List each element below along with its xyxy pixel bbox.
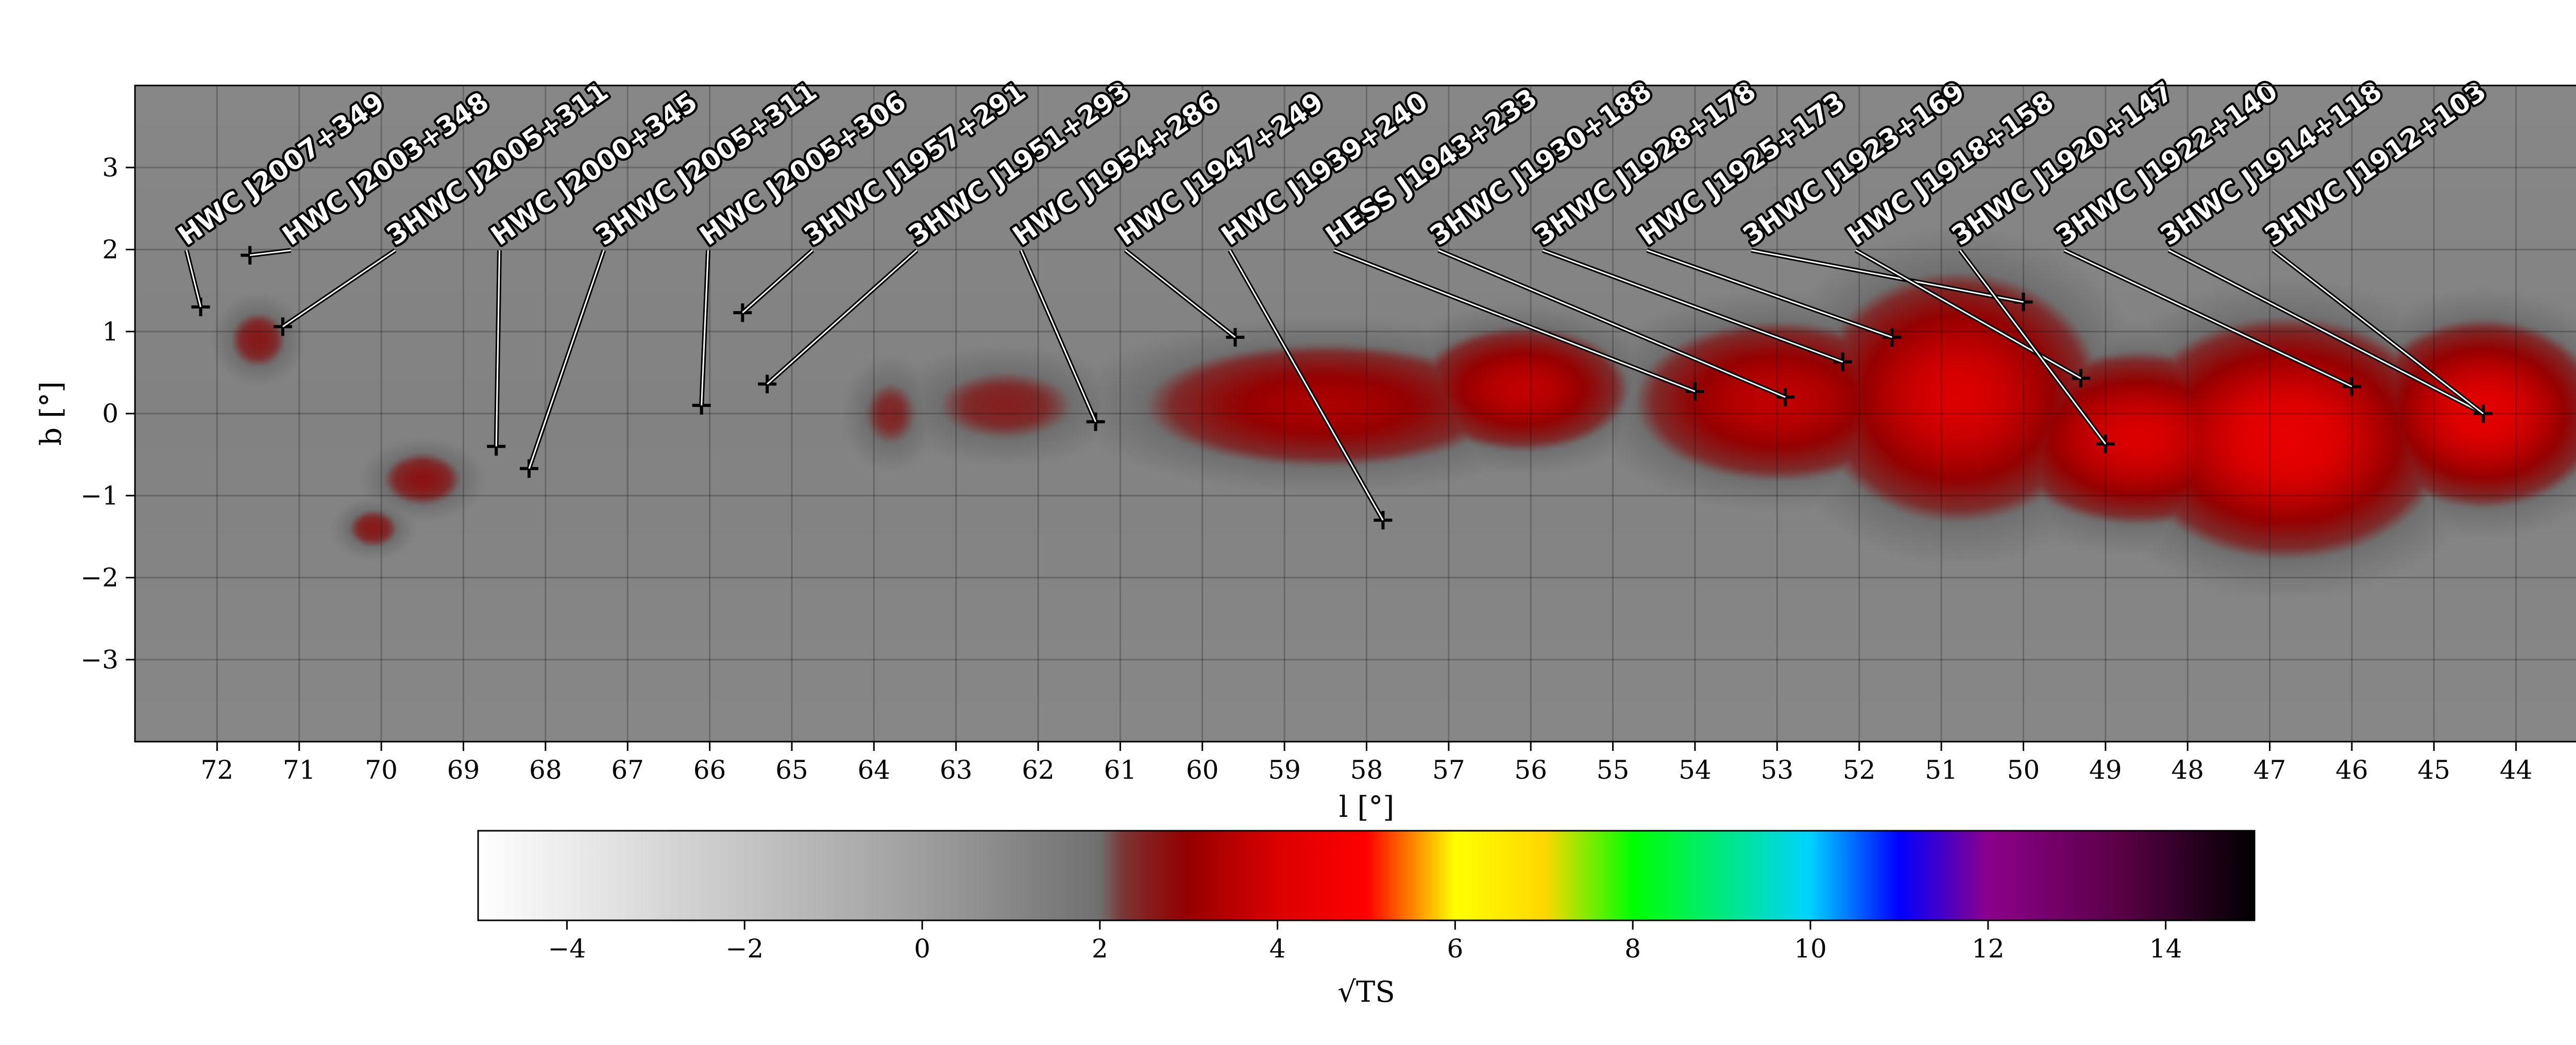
x-tick-label: 70 bbox=[365, 755, 398, 785]
x-tick-label: 53 bbox=[1761, 755, 1794, 785]
colorbar-tick-label: 10 bbox=[1794, 934, 1827, 964]
x-tick-label: 45 bbox=[2417, 755, 2450, 785]
leader-line bbox=[249, 249, 291, 256]
colorbar-tick-label: 6 bbox=[1447, 934, 1463, 964]
leader-line bbox=[185, 250, 201, 307]
leader-line bbox=[1229, 250, 1384, 521]
colorbar-tick-label: 2 bbox=[1092, 934, 1108, 964]
leader-line bbox=[282, 249, 396, 328]
grid-lines bbox=[135, 85, 2576, 742]
x-tick-label: 72 bbox=[201, 755, 234, 785]
x-tick-label: 49 bbox=[2089, 755, 2122, 785]
x-tick-label: 66 bbox=[693, 755, 726, 785]
x-axis-ticks: 72 71 70 69 68 67 66 65 64 63 62 61 60 59 58 57 56 55 54 53… bbox=[201, 742, 2533, 785]
x-tick-label: 46 bbox=[2335, 755, 2368, 785]
heatmap-image bbox=[135, 85, 2576, 742]
colorbar-ticks: −4 −2 0 2 4 6 8 10 12 14 bbox=[548, 920, 2182, 964]
leader-line bbox=[1959, 250, 2106, 444]
leader-line bbox=[701, 250, 709, 406]
x-tick-label: 54 bbox=[1679, 755, 1711, 785]
x-tick-label: 59 bbox=[1268, 755, 1301, 785]
colorbar-tick-label: 0 bbox=[914, 934, 930, 964]
x-tick-label: 50 bbox=[2007, 755, 2040, 785]
leader-line bbox=[528, 250, 605, 469]
leader-line bbox=[767, 249, 918, 385]
heatmap-background bbox=[135, 85, 2576, 742]
leader-line bbox=[2273, 249, 2484, 415]
leader-line bbox=[1542, 249, 1843, 363]
colorbar-tick-label: −4 bbox=[548, 934, 586, 964]
y-tick-label: 2 bbox=[102, 235, 118, 265]
leader-line bbox=[1020, 250, 1096, 422]
colorbar bbox=[477, 830, 2256, 921]
x-tick-label: 71 bbox=[283, 755, 316, 785]
colorbar-tick-label: 4 bbox=[1269, 934, 1286, 964]
leader-line bbox=[1647, 249, 1892, 338]
x-axis-label: l [°] bbox=[1339, 791, 1394, 824]
x-tick-label: 60 bbox=[1186, 755, 1219, 785]
leader-line bbox=[2168, 249, 2484, 415]
colorbar-label: √TS bbox=[1337, 975, 1395, 1009]
x-tick-label: 51 bbox=[1925, 755, 1958, 785]
colorbar-tick-label: 12 bbox=[1972, 934, 2005, 964]
label-leader-lines bbox=[184, 248, 2485, 522]
leader-line bbox=[1125, 249, 1236, 338]
colorbar-tick-label: 14 bbox=[2149, 934, 2182, 964]
x-tick-label: 52 bbox=[1843, 755, 1876, 785]
x-tick-label: 58 bbox=[1350, 755, 1383, 785]
x-tick-label: 55 bbox=[1597, 755, 1630, 785]
x-tick-label: 56 bbox=[1514, 755, 1547, 785]
leader-line bbox=[1438, 249, 1786, 398]
y-tick-label: −2 bbox=[80, 563, 118, 593]
leader-line bbox=[1333, 249, 1696, 392]
x-tick-label: 57 bbox=[1432, 755, 1465, 785]
x-tick-label: 67 bbox=[611, 755, 644, 785]
x-tick-label: 69 bbox=[447, 755, 480, 785]
leader-line bbox=[2064, 249, 2352, 387]
x-tick-label: 47 bbox=[2253, 755, 2286, 785]
x-tick-label: 48 bbox=[2171, 755, 2204, 785]
y-axis-label: b [°] bbox=[35, 381, 68, 446]
x-tick-label: 65 bbox=[775, 755, 808, 785]
x-tick-label: 44 bbox=[2500, 755, 2533, 785]
leader-line bbox=[495, 250, 500, 447]
y-axis-ticks: 3 2 1 0 −1 −2 −3 bbox=[80, 152, 135, 675]
y-tick-label: 0 bbox=[102, 399, 118, 429]
y-tick-label: 1 bbox=[102, 317, 118, 347]
y-tick-label: 3 bbox=[102, 152, 118, 182]
x-tick-label: 64 bbox=[857, 755, 890, 785]
x-tick-label: 63 bbox=[940, 755, 973, 785]
leader-line bbox=[742, 249, 813, 314]
y-tick-label: −3 bbox=[80, 645, 118, 675]
leader-line bbox=[1855, 249, 2081, 379]
y-tick-label: −1 bbox=[80, 481, 118, 510]
x-tick-label: 61 bbox=[1104, 755, 1137, 785]
leader-line bbox=[1751, 249, 2024, 303]
x-tick-label: 68 bbox=[529, 755, 562, 785]
colorbar-tick-label: −2 bbox=[725, 934, 764, 964]
x-tick-label: 62 bbox=[1022, 755, 1055, 785]
colorbar-tick-label: 8 bbox=[1624, 934, 1641, 964]
